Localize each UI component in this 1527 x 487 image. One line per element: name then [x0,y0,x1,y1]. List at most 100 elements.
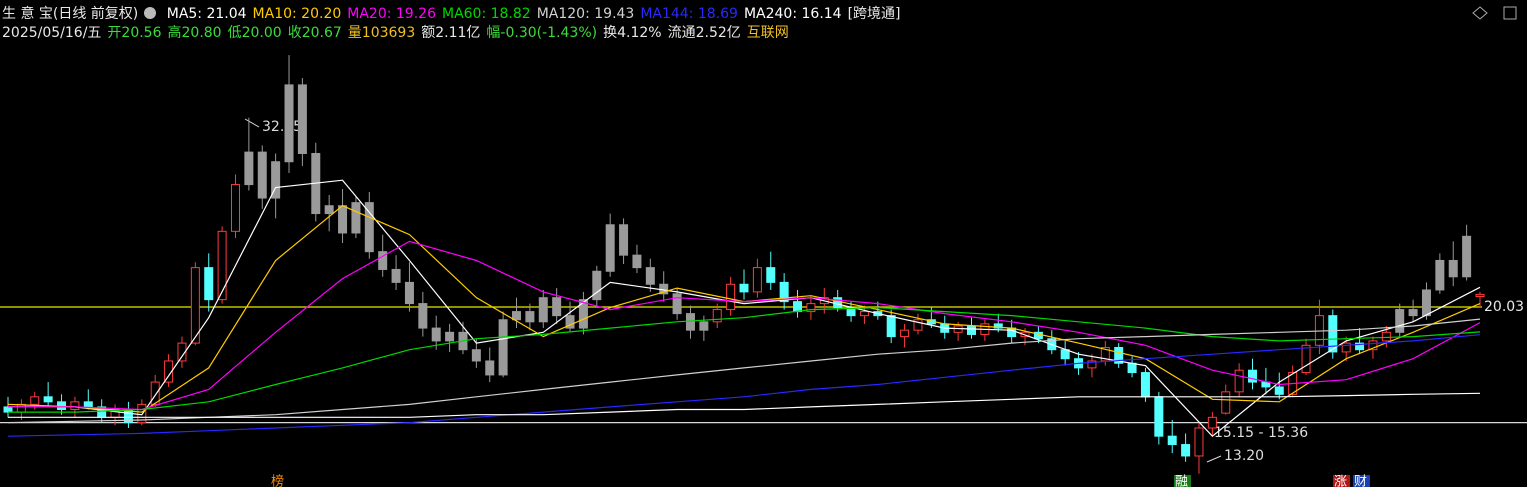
candle-body [284,84,294,163]
header-line-2: 2025/05/16/五 开20.56 高20.80 低20.00 收20.67 量103… [2,22,795,42]
candle-body [190,267,200,344]
marker-box [1333,475,1350,487]
candle-body [1207,416,1217,429]
candle-body [1301,344,1311,374]
candle-body [364,202,374,253]
quote-field: 高20.80 [167,25,222,41]
candle-body [324,205,334,215]
candle-body [525,311,535,323]
annotation-arrow [244,118,260,128]
candle-body [391,268,401,283]
candle-body [1408,309,1418,317]
candle-body [685,313,695,331]
candle-body [1368,340,1378,351]
candle-body [699,321,709,331]
ma-line [7,205,1481,413]
candle-body [498,319,508,376]
candle-body [578,299,588,329]
candle-body [859,311,869,317]
candle-body [1462,235,1472,278]
candle-body [404,281,414,305]
candle-body [257,151,267,199]
candle-body [485,360,495,376]
candle-body [538,297,548,323]
legend-entry: MA120: 19.43 [536,6,635,22]
candle-body [431,327,441,342]
diamond-icon[interactable] [1472,6,1488,20]
candle-body [1234,369,1244,393]
annotation: 32.15 [262,119,302,135]
candle-body [30,396,40,405]
candle-body [351,202,361,234]
ma-line [8,240,1481,411]
candle-body [1341,342,1351,353]
plot: 20.03 [0,55,1527,474]
candle-body [592,270,602,301]
quote-field: 收20.67 [287,25,342,41]
marker[interactable]: 财 [1354,475,1367,487]
sector-tag: [跨境通] [847,6,901,22]
candle-body [766,267,776,283]
quote-field: 流通2.52亿 [667,25,741,41]
candle-body [886,315,896,338]
candle-body [338,205,348,234]
candle-body [1355,342,1365,351]
legend-entry: MA5: 21.04 [166,6,247,22]
candle-body [900,329,910,338]
square-icon[interactable] [1503,6,1517,20]
quote-field: 量103693 [347,25,416,41]
candle-body [1114,346,1124,364]
ma-line [8,392,1481,418]
candle-body [739,283,749,293]
reference-label: 20.03 [1484,299,1524,315]
quote-field: 换4.12% [603,25,662,41]
candle-body [913,319,923,331]
candle-body [552,297,562,317]
legend-entry: MA20: 19.26 [347,6,436,22]
ma-line [8,306,1481,413]
candle-body [632,254,642,269]
reference-label-bg [1482,298,1527,315]
quote-field: 额2.11亿 [421,25,481,41]
quote-field: 幅-0.30(-1.43%) [486,25,598,41]
candle-body [833,297,843,309]
quote-field: 2025/05/16/五 [2,25,102,41]
marker-box [1353,475,1370,487]
candle-body [177,342,187,362]
marker[interactable]: 融 [1175,475,1188,487]
candle-body [471,349,481,362]
candle-body [1421,289,1431,317]
candle-body [204,267,214,301]
candle-body [230,184,240,232]
candle-body [619,224,629,256]
candle-body [297,84,307,154]
ma-line [8,179,1481,438]
candle-body [712,309,722,323]
candle-body [966,325,976,335]
candle-body [1007,327,1017,338]
candle-body [1328,315,1338,353]
candle-body [378,251,388,270]
candle-body [3,406,13,413]
candle-body [1167,435,1177,446]
candle-body [164,360,174,383]
candle-body [565,315,575,329]
candle-body [993,323,1003,329]
dropdown-icon[interactable] [144,7,157,19]
candle-body [672,293,682,315]
candle-body [605,224,615,272]
candle-body [57,401,67,411]
candle-body [1140,372,1150,398]
header-line-1: 生 意 宝(日线 前复权) MA5: 21.04 MA10: 20.20 MA20:… [2,3,907,23]
candle-body [1395,309,1405,333]
marker[interactable]: 涨 [1334,475,1347,487]
annotation: 15.15 - 15.36 [1214,425,1308,441]
candle-body [793,301,803,313]
candle-body [806,303,816,313]
marker[interactable]: 榜 [271,474,284,487]
legend-entry: MA240: 16.14 [743,6,842,22]
ma-line [7,318,1481,424]
candle-body [244,151,254,186]
